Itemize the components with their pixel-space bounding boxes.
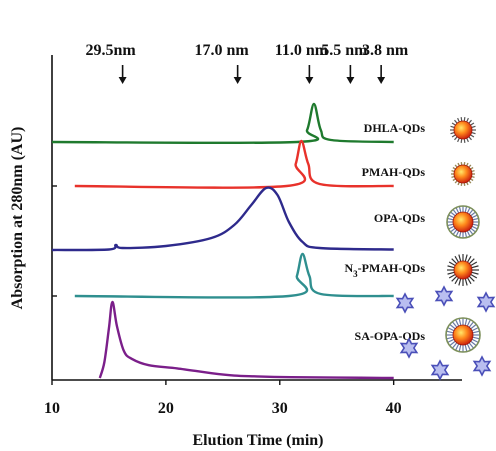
x-tick-label: 40: [386, 400, 402, 417]
streptavidin-icon: [430, 359, 450, 381]
qd-ligand: [455, 319, 460, 327]
qd-ligand: [471, 327, 479, 332]
size-markers: 29.5nm 17.0 nm 11.0 nm5.5 nm3.8 nm: [85, 42, 409, 84]
qd-ligand: [468, 321, 475, 328]
series-label: DHLA-QDs: [364, 121, 426, 135]
qd-pmah-icon: [451, 162, 475, 186]
qd-ligand: [446, 330, 454, 334]
qd-ligand: [455, 343, 460, 351]
qd-ligand: [458, 318, 462, 326]
size-marker-arrowhead: [346, 77, 355, 84]
series-label: OPA-QDs: [374, 211, 425, 225]
x-tick-label: 20: [158, 400, 174, 417]
qd-n3-pmah-icon: [447, 254, 479, 286]
qd-ligand: [446, 336, 454, 340]
series-label: N3-PMAH-QDs: [345, 261, 426, 279]
streptavidin-icon: [399, 337, 419, 359]
streptavidin-icon: [395, 292, 415, 314]
x-tick-label: 30: [272, 400, 288, 417]
qd-ligand: [449, 340, 456, 347]
series-line: [98, 300, 394, 380]
series-line: [51, 186, 394, 252]
qd-opa-icon: [446, 205, 480, 239]
x-ticks: 10 20 30 40: [44, 380, 402, 417]
series-line: [74, 139, 394, 189]
qd-ligand: [472, 330, 480, 334]
size-marker-label: 5.5 nm: [321, 42, 368, 59]
size-marker-label: 3.8 nm: [362, 42, 409, 59]
y-axis-title: Absorption at 280nm (AU): [9, 127, 26, 310]
size-marker-arrowhead: [305, 77, 314, 84]
qd-core: [452, 211, 474, 233]
size-marker-arrowhead: [118, 77, 127, 84]
x-tick-label: 10: [44, 400, 60, 417]
qd-shell: [445, 317, 481, 353]
qd-ligand: [466, 319, 471, 327]
streptavidin-icon: [472, 355, 492, 377]
series-label: PMAH-QDs: [362, 165, 426, 179]
qd-ligand: [464, 344, 468, 352]
qd-core: [453, 164, 473, 184]
qd-ligand: [472, 336, 480, 340]
qd-ligand: [447, 338, 455, 343]
x-axis-title: Elution Time (min): [193, 432, 324, 449]
qd-ligand: [466, 343, 471, 351]
qd-dhla-icon: [450, 117, 476, 143]
size-marker-label: 11.0 nm: [275, 42, 329, 59]
qd-ligand: [451, 321, 458, 328]
size-marker-label: 17.0 nm: [195, 42, 250, 59]
qd-ligand: [464, 318, 468, 326]
qd-ligand: [468, 342, 475, 349]
qd-ligand: [471, 338, 479, 343]
qd-ligand: [447, 327, 455, 332]
qd-ligand: [470, 323, 477, 330]
series-lines: [51, 102, 394, 380]
qd-ligand: [458, 344, 462, 352]
qd-ligand: [451, 342, 458, 349]
qd-ligand: [470, 340, 477, 347]
qd-shell: [446, 205, 480, 239]
streptavidin-icon: [476, 291, 496, 313]
qd-core: [453, 120, 473, 140]
qd-ligand: [449, 323, 456, 330]
series-labels: DHLA-QDs PMAH-QDs OPA-QDs N3-PMAH-QDs SA-OPA…: [345, 121, 426, 343]
qd-core: [453, 260, 473, 280]
qd-icons: [395, 117, 496, 381]
size-marker-label: 29.5nm: [85, 42, 136, 59]
series-label: SA-OPA-QDs: [355, 329, 426, 343]
size-marker-arrowhead: [233, 77, 242, 84]
series-line: [74, 252, 394, 299]
streptavidin-icon: [434, 285, 454, 307]
size-marker-arrowhead: [377, 77, 386, 84]
qd-sa-opa-icon: [395, 285, 496, 381]
series-line: [51, 102, 394, 145]
qd-core: [452, 324, 474, 346]
